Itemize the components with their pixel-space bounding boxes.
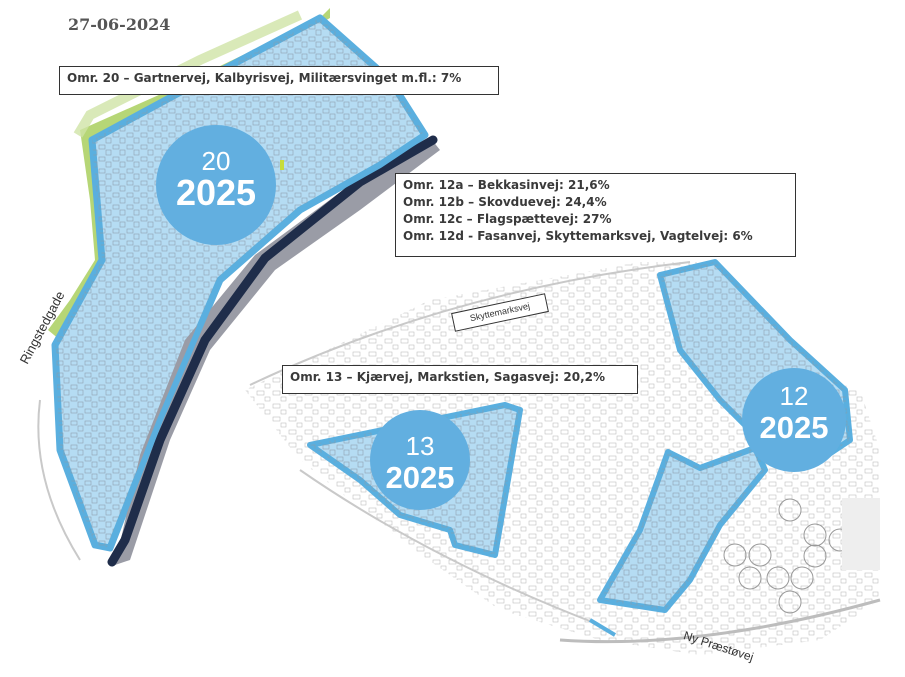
area-13-badge: 13 2025 <box>370 410 470 510</box>
annotation-omr12-line: Omr. 12c – Flagspættevej: 27% <box>403 212 612 226</box>
area-20-badge: 20 2025 <box>156 125 276 245</box>
area-12-badge: 12 2025 <box>742 368 846 472</box>
area-12-year: 2025 <box>759 410 829 445</box>
annotation-omr12-line: Omr. 12d - Fasanvej, Skyttemarksvej, Vag… <box>403 229 753 243</box>
area-13-number: 13 <box>405 431 435 461</box>
annotation-omr13-text: Omr. 13 – Kjærvej, Markstien, Sagasvej: … <box>290 370 606 384</box>
area-13-year: 2025 <box>385 460 455 495</box>
annotation-omr12: Omr. 12a – Bekkasinvej: 21,6% Omr. 12b –… <box>395 173 796 257</box>
annotation-omr12-line: Omr. 12a – Bekkasinvej: 21,6% <box>403 178 610 192</box>
area-20-number: 20 <box>201 146 231 176</box>
railway-line <box>107 135 438 567</box>
annotation-omr12-line: Omr. 12b – Skovduevej: 24,4% <box>403 195 607 209</box>
annotation-omr20: Omr. 20 – Gartnervej, Kalbyrisvej, Milit… <box>59 66 499 95</box>
area-20-year: 2025 <box>175 172 257 213</box>
date-label: 27-06-2024 <box>68 15 171 34</box>
area-12-number: 12 <box>779 381 809 411</box>
annotation-omr13: Omr. 13 – Kjærvej, Markstien, Sagasvej: … <box>282 365 638 394</box>
annotation-omr20-text: Omr. 20 – Gartnervej, Kalbyrisvej, Milit… <box>67 71 462 85</box>
